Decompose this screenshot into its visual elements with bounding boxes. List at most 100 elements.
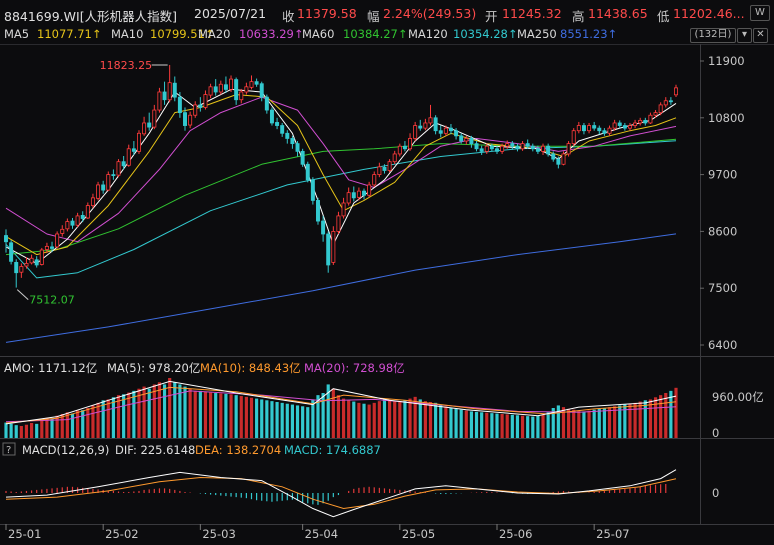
volume-bar [408,398,412,438]
candle-body [561,153,566,165]
volume-bar [326,384,330,438]
volume-bar [423,401,427,438]
candle-body [556,158,561,165]
candle-body [566,143,571,155]
dif-line [5,469,677,518]
dif-value: DIF: 225.6148 [115,443,195,457]
ma120-line [5,140,677,279]
volume-bar [490,413,494,438]
candle-body [39,249,44,265]
volume-bar [81,410,85,438]
volume-bar [638,401,642,438]
candle-body [264,96,269,111]
ma60-value: 10384.27↑ [343,27,408,41]
volume-bar [270,401,274,438]
candle-body [310,179,315,201]
macd-zero-label: 0 [712,486,719,500]
quote-date: 2025/07/21 [194,6,267,21]
low-label: 低 [657,9,670,24]
candle-body [65,221,70,230]
volume-bar [428,402,433,438]
volume-bar [40,420,44,438]
volume-bar [582,411,586,438]
volume-bar [260,399,264,438]
volume-bar [29,423,34,438]
candle-body [627,125,632,129]
stock-chart[interactable]: 11900 10800 9700 8600 7500 6400 11823.25 7512… [0,44,774,545]
candle-body [612,122,617,129]
volume-bar [116,395,121,438]
period-button[interactable]: (132日) [690,28,736,43]
help-icon[interactable]: ? [6,445,11,456]
volume-bar [234,395,238,438]
candle-body [259,83,264,98]
candle-body [193,104,198,116]
volume-bar [142,386,146,438]
volume-bar [536,415,540,438]
change-value: 2.24%(249.53) [383,6,477,21]
ma20-value: 10633.29↑ [239,27,304,41]
price-axis: 11900 10800 9700 8600 7500 6400 [700,54,745,352]
volume-bar [515,415,520,438]
volume-bar [55,415,59,438]
candle-body [484,145,489,152]
candle-body [44,245,49,250]
volume-bar [597,408,601,438]
volume-bar [4,422,8,438]
candle-body [331,230,336,263]
volume-bar [449,408,453,438]
volume-bar [295,405,300,438]
ma250-label: MA250 [517,27,557,41]
candle-body [90,197,95,206]
macd-title: MACD(12,26,9) [22,443,109,457]
volume-bar [285,403,289,438]
candle-body [285,132,290,139]
candle-body [433,117,438,132]
volume-bar [96,402,100,438]
volume-bar [372,402,376,438]
index-name[interactable]: 8841699.WI[人形机器人指数] [4,9,177,24]
candle-body [592,125,597,129]
volume-bar [577,410,581,438]
chevron-down-icon[interactable]: ▾ [737,28,752,43]
volume-bar [132,390,136,438]
candle-body [464,138,469,142]
candle-body [351,192,356,199]
candlesticks [4,64,678,288]
candle-body [321,220,326,235]
volume-bar [193,390,197,438]
volume-bar [239,396,243,438]
candle-body [658,104,663,114]
close-icon[interactable]: ✕ [753,28,768,43]
volume-bar [173,382,177,438]
volume-bar [469,411,474,438]
candle-body [162,91,167,101]
high-label: 高 [572,9,585,24]
price-tick-label: 8600 [708,224,737,238]
candle-body [203,94,208,108]
candle-body [571,130,576,145]
candle-body [121,161,126,167]
ma5-value: 11077.71↑ [37,27,102,41]
volume-bar [275,402,279,438]
candle-body [157,91,162,111]
volume-bar [628,403,632,438]
volume-bar [183,386,187,438]
candle-body [290,138,295,145]
volume-bar [203,391,208,438]
volume-bars [4,378,678,438]
volume-bar [398,402,402,438]
candle-body [106,174,111,191]
volume-bar [572,409,576,438]
candle-body [387,161,392,171]
volume-bar [224,393,228,438]
candle-body [668,100,673,103]
candle-body [413,125,418,139]
candle-body [177,96,182,114]
candle-body [70,220,75,226]
candle-body [423,122,428,129]
candle-body [305,163,310,181]
volume-bar [9,423,13,438]
ma250-value: 8551.23↑ [560,27,618,41]
change-label: 幅 [367,9,380,24]
